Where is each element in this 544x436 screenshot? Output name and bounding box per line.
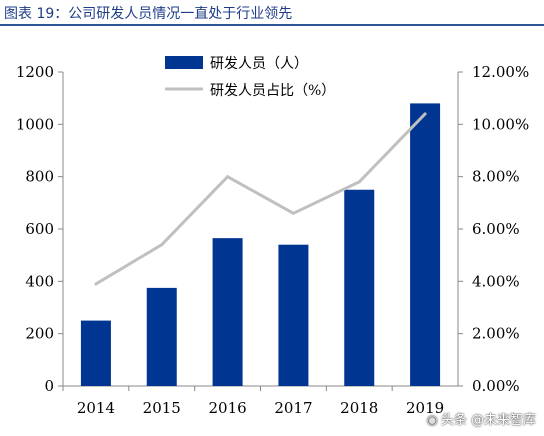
right-tick-label: 8.00% — [472, 168, 520, 186]
x-tick-label: 2014 — [77, 399, 115, 417]
left-tick-label: 1000 — [16, 115, 54, 133]
toutiao-logo-icon: ◉ — [426, 413, 438, 428]
bar — [80, 320, 111, 386]
bar-series — [80, 103, 441, 387]
right-tick-label: 12.00% — [472, 63, 529, 81]
left-tick-label: 200 — [25, 325, 54, 343]
tick-labels: 0 200 400 600 800 1000 1200 0.00% 2.00% 4.00% 6.00… — [16, 63, 529, 417]
line-path — [95, 112, 427, 286]
left-tick-label: 1200 — [16, 63, 54, 81]
x-tick-label: 2017 — [274, 399, 312, 417]
left-tick-label: 0 — [44, 377, 54, 395]
chart-title: 图表 19：公司研发人员情况一直处于行业领先 — [4, 6, 293, 22]
x-tick-label: 2016 — [208, 399, 246, 417]
line-series — [94, 112, 427, 286]
x-tick-label: 2018 — [340, 399, 378, 417]
left-tick-label: 800 — [25, 168, 54, 186]
legend-label-bar: 研发人员（人） — [210, 56, 308, 72]
right-tick-label: 0.00% — [472, 377, 520, 395]
right-tick-label: 4.00% — [472, 272, 520, 290]
line-point — [291, 211, 295, 215]
line-point — [357, 180, 361, 184]
line-point — [226, 175, 230, 179]
right-tick-label: 2.00% — [472, 325, 520, 343]
left-tick-label: 600 — [25, 220, 54, 238]
bar — [344, 189, 375, 386]
bar — [212, 238, 243, 386]
right-tick-label: 10.00% — [472, 115, 529, 133]
x-tick-label: 2015 — [143, 399, 181, 417]
legend-label-line: 研发人员占比（%） — [210, 83, 335, 99]
legend: 研发人员（人） 研发人员占比（%） — [165, 56, 335, 99]
watermark: ◉ 头条 @未来智库 — [427, 409, 536, 428]
right-tick-label: 6.00% — [472, 220, 520, 238]
left-tick-label: 400 — [25, 272, 54, 290]
x-tick-label: 2019 — [406, 399, 444, 417]
line-point — [423, 112, 427, 116]
line-point — [160, 243, 164, 247]
bar — [410, 103, 441, 387]
watermark-text: 头条 @未来智库 — [440, 413, 536, 428]
axes — [58, 71, 463, 391]
bar — [278, 244, 309, 386]
figure-title-bar: 图表 19：公司研发人员情况一直处于行业领先 — [0, 0, 544, 26]
legend-swatch-bar — [165, 56, 203, 69]
bar — [146, 287, 177, 386]
line-point — [94, 282, 98, 286]
